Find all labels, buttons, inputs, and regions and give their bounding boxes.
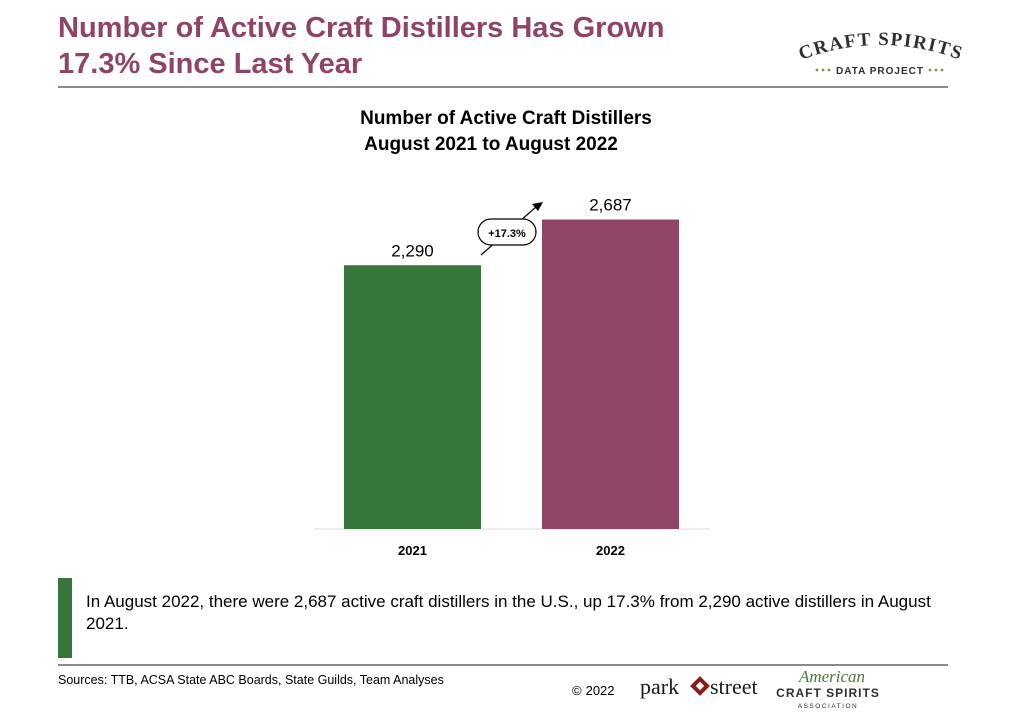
growth-annotation: +17.3% xyxy=(477,202,543,256)
copyright-notice: © 2022 xyxy=(572,683,615,698)
chart-title: Number of Active Craft Distillers xyxy=(360,108,652,129)
logo-american-text: American xyxy=(798,667,865,686)
value-label-2022: 2,687 xyxy=(589,196,632,215)
footer-divider xyxy=(58,664,948,666)
slide-title-line-1: Number of Active Craft Distillers Has Gr… xyxy=(58,12,665,44)
value-label-2021: 2,290 xyxy=(391,241,434,260)
logo-data-project-text: DATA PROJECT xyxy=(836,66,924,77)
logo-craft-spirits-text: CRAFT SPIRITS xyxy=(796,30,965,65)
category-label-2021: 2021 xyxy=(398,543,427,558)
svg-text:CRAFT SPIRITS: CRAFT SPIRITS xyxy=(796,30,965,65)
callout-accent-bar xyxy=(58,578,72,658)
bar-2022 xyxy=(542,219,679,529)
diamond-icon xyxy=(690,676,710,696)
craft-spirits-data-project-logo: CRAFT SPIRITS DATA PROJECT xyxy=(796,30,965,77)
bar-chart: Number of Active Craft Distillers August… xyxy=(314,108,710,558)
slide-title-line-2: 17.3% Since Last Year xyxy=(58,48,363,80)
growth-label: +17.3% xyxy=(488,228,526,240)
title-divider xyxy=(58,86,948,88)
park-street-logo: park street xyxy=(640,674,758,699)
logo-craft-spirits-line: CRAFT SPIRITS xyxy=(776,686,880,700)
bar-2021 xyxy=(344,265,481,529)
key-finding-callout: In August 2022, there were 2,687 active … xyxy=(58,578,948,658)
logo-street-text: street xyxy=(710,674,758,699)
logo-park-text: park xyxy=(640,674,679,699)
callout-text: In August 2022, there were 2,687 active … xyxy=(86,592,931,633)
slide-title: Number of Active Craft Distillers Has Gr… xyxy=(58,10,758,82)
copyright-symbol: © xyxy=(572,683,582,698)
american-craft-spirits-association-logo: American CRAFT SPIRITS ASSOCIATION xyxy=(776,667,880,710)
copyright-year: 2022 xyxy=(585,683,615,698)
category-label-2022: 2022 xyxy=(596,543,625,558)
chart-subtitle: August 2021 to August 2022 xyxy=(364,134,618,155)
logo-association-line: ASSOCIATION xyxy=(798,703,858,710)
sources-note: Sources: TTB, ACSA State ABC Boards, Sta… xyxy=(58,673,444,687)
